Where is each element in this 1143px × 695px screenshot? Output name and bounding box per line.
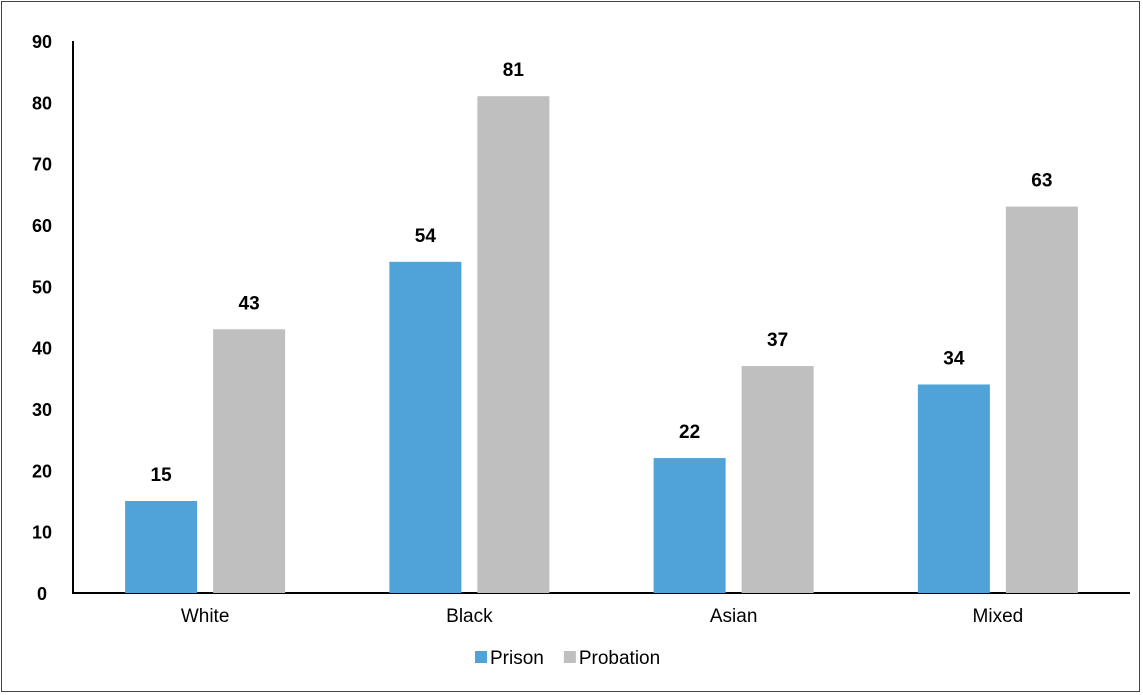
- y-tick-label: 80: [32, 93, 52, 113]
- y-tick-label: 70: [32, 155, 52, 175]
- x-category-label: Black: [446, 606, 493, 627]
- y-tick-label: 20: [32, 461, 52, 481]
- y-tick-label: 60: [32, 216, 52, 236]
- legend-label-probation: Probation: [579, 648, 660, 669]
- bar-probation-asian: [741, 366, 814, 593]
- y-tick-label: 40: [32, 339, 52, 359]
- y-tick-label: 50: [32, 277, 52, 297]
- data-label: 37: [767, 330, 788, 351]
- y-tick-label: 10: [32, 523, 52, 543]
- data-label: 43: [239, 293, 260, 314]
- bar-probation-mixed: [1005, 206, 1078, 593]
- legend-label-prison: Prison: [490, 648, 544, 669]
- bar-probation-white: [213, 329, 286, 593]
- bar-prison-asian: [653, 458, 726, 593]
- y-tick-label: 0: [37, 584, 47, 604]
- y-tick-label: 90: [32, 32, 52, 52]
- x-category-label: Asian: [710, 606, 758, 627]
- x-category-label: Mixed: [973, 606, 1024, 627]
- data-label: 63: [1031, 171, 1052, 192]
- data-label: 54: [415, 226, 437, 247]
- data-label: 15: [151, 465, 173, 486]
- x-category-label: White: [181, 606, 230, 627]
- bar-prison-mixed: [917, 384, 990, 593]
- data-label: 22: [679, 422, 700, 443]
- data-label: 81: [503, 60, 525, 81]
- bar-prison-black: [389, 261, 462, 593]
- legend-swatch-probation: [563, 651, 576, 663]
- y-tick-label: 30: [32, 400, 52, 420]
- bar-probation-black: [477, 96, 550, 593]
- data-label: 34: [943, 348, 965, 369]
- bar-prison-white: [125, 501, 198, 593]
- legend-swatch-prison: [475, 651, 487, 663]
